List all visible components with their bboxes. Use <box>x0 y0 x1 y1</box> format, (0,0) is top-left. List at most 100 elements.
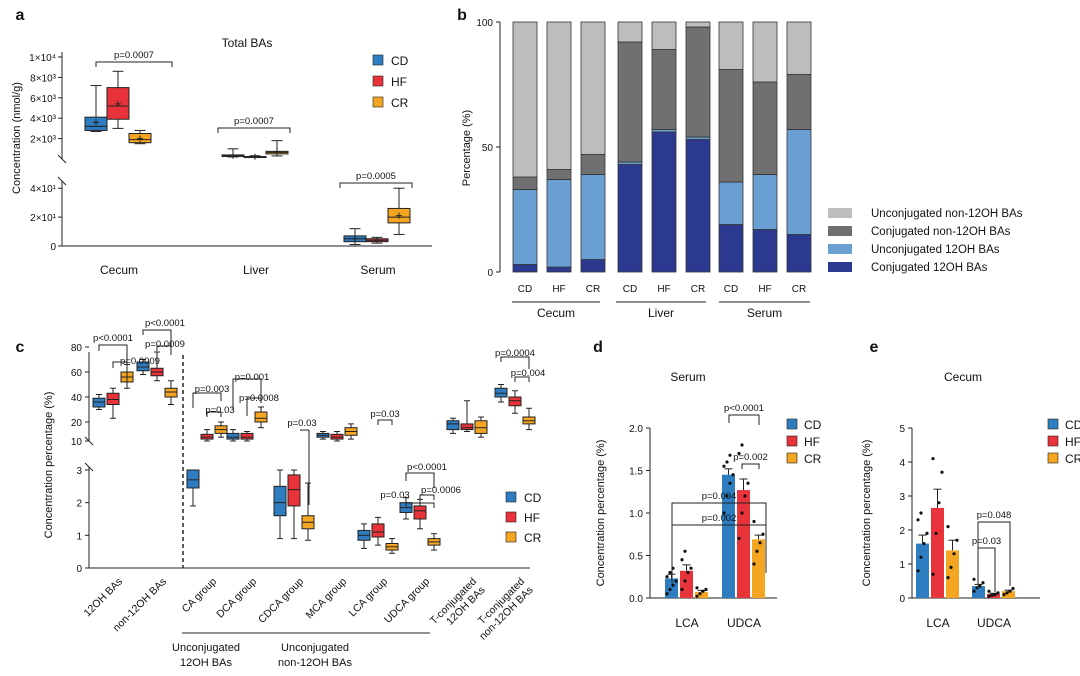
box-c-2-cd <box>186 469 200 507</box>
bar-segment-2 <box>580 154 606 175</box>
y-tick-label: 0 <box>899 594 905 605</box>
data-point <box>680 558 684 562</box>
bar-lca-cr <box>946 550 959 598</box>
x-tick-line: DCA group <box>214 576 259 621</box>
p-value-label: p=0.048 <box>977 510 1012 521</box>
y-tick-label: 80 <box>71 343 83 354</box>
x-tick-line: MCA group <box>303 576 349 622</box>
box-c-2-cr <box>214 421 228 438</box>
box-cecum-cr <box>128 129 152 145</box>
box-iqr <box>240 432 254 440</box>
box-cecum-cd <box>84 85 108 132</box>
bar-segment-2 <box>685 26 711 138</box>
legend-label: HF <box>1065 435 1080 449</box>
data-point <box>1005 591 1009 595</box>
x-tick-label: CR <box>792 284 806 295</box>
box-serum-cr <box>387 187 411 235</box>
legend-label: Conjugated non-12OH BAs <box>871 226 1011 238</box>
x-tick-label: LCA <box>926 616 949 630</box>
box-iqr <box>273 485 287 517</box>
bar-udca-cr <box>1002 591 1015 598</box>
box-c-3-hf <box>240 431 254 442</box>
y-tick-label: 2.0 <box>629 424 643 435</box>
legend-label: CR <box>524 531 542 545</box>
box-iqr <box>494 387 508 398</box>
x-tick-label: CDCA group <box>256 576 306 626</box>
legend-label: CR <box>804 452 822 466</box>
box-iqr <box>226 432 240 440</box>
bar-segment-3 <box>546 21 572 170</box>
significance-bracket <box>377 419 393 425</box>
data-point <box>978 584 982 588</box>
bar-segment-1 <box>752 174 778 230</box>
data-point <box>919 555 923 559</box>
y-tick-label: 0.5 <box>629 552 643 563</box>
axis-break <box>84 462 94 472</box>
x-tick-label: DCA group <box>214 576 259 621</box>
box-c-6-cd <box>357 523 371 549</box>
y-tick-label: 0.0 <box>629 594 643 605</box>
y-axis-title: Concentration percentage (%) <box>595 440 607 587</box>
p-value-label: p=0.004 <box>511 368 546 379</box>
box-iqr <box>474 420 488 434</box>
y-tick-label: 8×10³ <box>30 73 57 84</box>
axis-break <box>57 154 67 164</box>
significance-bracket <box>514 376 530 382</box>
box-iqr <box>136 361 150 372</box>
data-point <box>731 473 735 477</box>
significance-bracket <box>741 463 760 469</box>
panel-letter: d <box>593 339 603 356</box>
bar-segment-1 <box>718 181 744 225</box>
y-tick-label: 100 <box>476 18 493 29</box>
chart-title: Total BAs <box>222 36 273 50</box>
box-c-6-hf <box>371 516 385 546</box>
y-tick-label: 4×10³ <box>30 114 57 125</box>
y-tick-label: 4×10¹ <box>30 184 57 195</box>
data-point <box>996 591 1000 595</box>
bar-segment-2 <box>718 69 744 183</box>
axis-break <box>57 176 67 186</box>
data-point <box>987 589 991 593</box>
panel-b: b Percentage (%) 0 50 100 CD HF CR CD HF CR CD HF CR C… <box>457 7 1023 320</box>
data-point <box>728 481 732 485</box>
group-label: non-12OH BAs <box>278 657 352 669</box>
p-value-label: p=0.003 <box>195 384 230 395</box>
significance-bracket <box>419 494 435 500</box>
p-value-label: p=0.0005 <box>356 171 396 182</box>
data-point <box>725 460 729 464</box>
bar-segment-1 <box>786 129 812 235</box>
data-point <box>725 494 729 498</box>
significance-bracket <box>405 502 435 508</box>
data-point <box>931 572 935 576</box>
y-axis-title: Concentration percentage (%) <box>861 440 873 587</box>
x-tick-label: Serum <box>360 263 395 277</box>
significance-bracket <box>977 521 1011 586</box>
data-point <box>755 549 759 553</box>
box-c-4-hf <box>287 469 301 540</box>
legend-swatch-cr <box>505 531 517 543</box>
legend-label: Unconjugated 12OH BAs <box>871 244 1000 256</box>
box-iqr <box>254 411 268 423</box>
data-point <box>668 587 672 592</box>
chart-title: Serum <box>670 370 705 384</box>
data-point <box>972 577 976 581</box>
legend-swatch-cd <box>786 418 798 430</box>
data-point <box>671 583 675 587</box>
legend-swatch-hf <box>786 435 798 447</box>
box-iqr <box>164 387 178 398</box>
x-tick-line: CA group <box>180 576 220 616</box>
x-tick-line: 12OH BAs <box>82 576 126 620</box>
p-value-label: p=0.002 <box>733 452 768 463</box>
box-c-3-cd <box>226 429 240 442</box>
box-iqr <box>92 397 106 408</box>
x-tick-label: UDCA group <box>382 576 432 626</box>
significance-bracket <box>142 329 172 355</box>
p-value-label: p<0.0001 <box>407 462 447 473</box>
box-serum-hf <box>365 236 389 244</box>
legend-swatch <box>828 208 852 218</box>
legend-label: Conjugated 12OH BAs <box>871 262 988 274</box>
data-point <box>728 453 732 457</box>
panel-d: d Serum Concentration percentage (%) 0.0 0.5… <box>593 339 822 630</box>
x-tick-label: 12OH BAs <box>82 576 126 620</box>
